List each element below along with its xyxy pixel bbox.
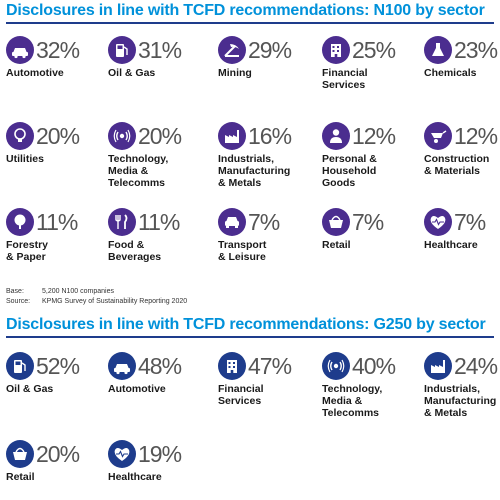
sector-percentage: 12% xyxy=(454,123,498,149)
sector-percentage: 48% xyxy=(138,353,182,379)
cutlery-icon xyxy=(108,208,136,236)
heart-pulse-icon xyxy=(424,208,452,236)
n100-sector-tile: 12% Construction & Materials xyxy=(424,122,500,182)
sector-percentage: 7% xyxy=(454,209,486,235)
sector-percentage: 11% xyxy=(36,209,78,235)
n100-sector-tile: 11% Food & Beverages xyxy=(108,208,210,268)
heart-pulse-icon xyxy=(108,440,136,468)
sector-percentage: 16% xyxy=(248,123,292,149)
sector-label: Forestry & Paper xyxy=(6,239,49,263)
n100-sector-tile: 11% Forestry & Paper xyxy=(6,208,108,268)
sector-label: Technology, Media & Telecomms xyxy=(322,383,383,419)
base-value: 5,200 N100 companies xyxy=(42,288,114,295)
g250-title: Disclosures in line with TCFD recommenda… xyxy=(6,316,486,333)
n100-sector-tile: 31% Oil & Gas xyxy=(108,36,210,96)
n100-title-rule xyxy=(6,22,494,24)
source-value: KPMG Survey of Sustainability Reporting … xyxy=(42,298,188,305)
sector-percentage: 31% xyxy=(138,37,182,63)
broadcast-icon xyxy=(322,352,350,380)
sector-label: Personal & Household Goods xyxy=(322,153,377,189)
sector-percentage: 12% xyxy=(352,123,396,149)
n100-sector-tile: 16% Industrials, Manufacturing & Metals xyxy=(218,122,320,189)
factory-icon xyxy=(218,122,246,150)
car-icon xyxy=(6,36,34,64)
sector-label: Construction & Materials xyxy=(424,153,490,177)
base-key: Base: xyxy=(6,288,24,295)
sector-label: Mining xyxy=(218,67,252,79)
source-note: Base: 5,200 N100 companies Source: KPMG Su… xyxy=(6,287,187,307)
sector-percentage: 52% xyxy=(36,353,80,379)
n100-sector-tile: 32% Automotive xyxy=(6,36,108,96)
sector-percentage: 24% xyxy=(454,353,498,379)
g250-sector-tile: 48% Automotive xyxy=(108,352,210,412)
g250-sector-tile: 20% Retail xyxy=(6,440,108,500)
sector-label: Automotive xyxy=(6,67,64,79)
g250-sector-tile: 19% Healthcare xyxy=(108,440,210,500)
n100-sector-tile: 7% Healthcare xyxy=(424,208,500,268)
sector-label: Financial Services xyxy=(218,383,264,407)
fuel-pump-icon xyxy=(108,36,136,64)
car-front-icon xyxy=(218,208,246,236)
g250-sector-tile: 24% Industrials, Manufacturing & Metals xyxy=(424,352,500,419)
n100-sector-tile: 20% Technology, Media & Telecomms xyxy=(108,122,210,189)
n100-sector-tile: 20% Utilities xyxy=(6,122,108,182)
sector-label: Oil & Gas xyxy=(108,67,156,79)
n100-sector-tile: 7% Retail xyxy=(322,208,424,268)
person-icon xyxy=(322,122,350,150)
lightbulb-icon xyxy=(6,122,34,150)
sector-percentage: 40% xyxy=(352,353,396,379)
sector-percentage: 11% xyxy=(138,209,180,235)
sector-percentage: 19% xyxy=(138,441,182,467)
g250-sector-tile: 52% Oil & Gas xyxy=(6,352,108,412)
sector-label: Financial Services xyxy=(322,67,368,91)
sector-label: Food & Beverages xyxy=(108,239,162,263)
flask-icon xyxy=(424,36,452,64)
n100-title: Disclosures in line with TCFD recommenda… xyxy=(6,2,485,19)
n100-sector-tile: 29% Mining xyxy=(218,36,320,96)
sector-label: Retail xyxy=(6,471,35,483)
source-key: Source: xyxy=(6,298,31,305)
car-icon xyxy=(108,352,136,380)
sector-label: Automotive xyxy=(108,383,166,395)
g250-sector-tile: 40% Technology, Media & Telecomms xyxy=(322,352,424,419)
mining-icon xyxy=(218,36,246,64)
fuel-pump-icon xyxy=(6,352,34,380)
sector-percentage: 29% xyxy=(248,37,292,63)
bank-building-icon xyxy=(322,36,350,64)
broadcast-icon xyxy=(108,122,136,150)
wheelbarrow-icon xyxy=(424,122,452,150)
shopping-basket-icon xyxy=(6,440,34,468)
sector-label: Industrials, Manufacturing & Metals xyxy=(218,153,291,189)
g250-title-rule xyxy=(6,336,494,338)
factory-icon xyxy=(424,352,452,380)
sector-label: Healthcare xyxy=(108,471,162,483)
sector-percentage: 7% xyxy=(248,209,280,235)
sector-label: Oil & Gas xyxy=(6,383,54,395)
sector-percentage: 20% xyxy=(138,123,182,149)
n100-sector-tile: 25% Financial Services xyxy=(322,36,424,96)
sector-percentage: 20% xyxy=(36,441,80,467)
sector-percentage: 47% xyxy=(248,353,292,379)
sector-percentage: 25% xyxy=(352,37,396,63)
n100-sector-tile: 7% Transport & Leisure xyxy=(218,208,320,268)
tree-icon xyxy=(6,208,34,236)
shopping-basket-icon xyxy=(322,208,350,236)
sector-label: Transport & Leisure xyxy=(218,239,267,263)
n100-sector-tile: 23% Chemicals xyxy=(424,36,500,96)
sector-percentage: 32% xyxy=(36,37,80,63)
sector-percentage: 7% xyxy=(352,209,384,235)
bank-building-icon xyxy=(218,352,246,380)
g250-sector-tile: 47% Financial Services xyxy=(218,352,320,412)
sector-label: Chemicals xyxy=(424,67,477,79)
sector-label: Utilities xyxy=(6,153,44,165)
sector-percentage: 20% xyxy=(36,123,80,149)
n100-sector-tile: 12% Personal & Household Goods xyxy=(322,122,424,189)
sector-label: Retail xyxy=(322,239,351,251)
sector-label: Healthcare xyxy=(424,239,478,251)
sector-label: Technology, Media & Telecomms xyxy=(108,153,169,189)
sector-percentage: 23% xyxy=(454,37,498,63)
sector-label: Industrials, Manufacturing & Metals xyxy=(424,383,497,419)
